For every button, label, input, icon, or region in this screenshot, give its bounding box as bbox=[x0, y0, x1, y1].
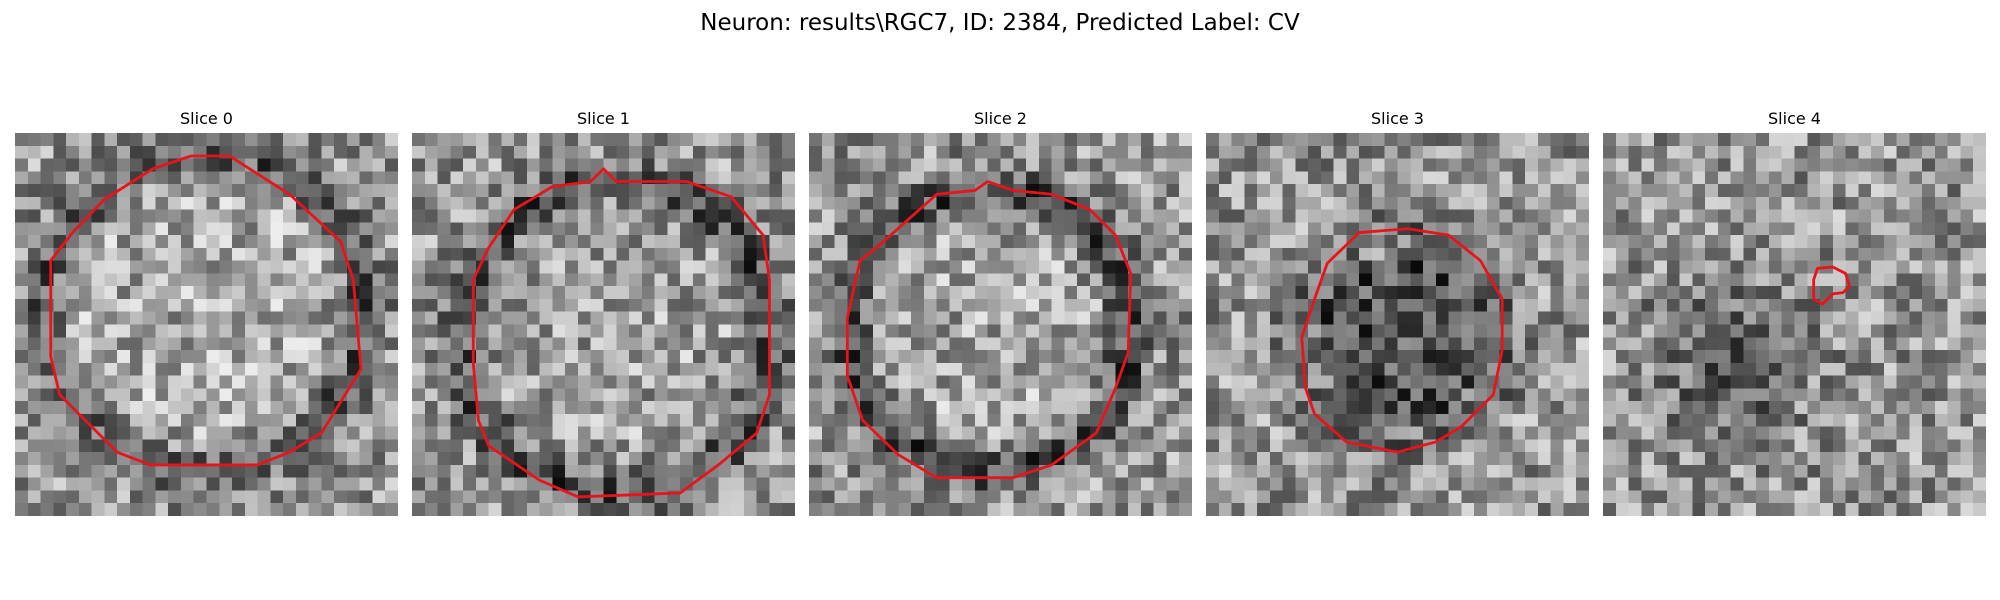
slice-title: Slice 4 bbox=[1603, 108, 1986, 130]
slice-image bbox=[412, 133, 795, 516]
slice-panel-3: Slice 3 bbox=[1206, 108, 1589, 516]
slice-title: Slice 3 bbox=[1206, 108, 1589, 130]
grayscale-pixel-grid bbox=[809, 133, 1192, 516]
slice-image bbox=[15, 133, 398, 516]
slice-title: Slice 0 bbox=[15, 108, 398, 130]
grayscale-pixel-grid bbox=[15, 133, 398, 516]
slice-image bbox=[1603, 133, 1986, 516]
slice-panel-0: Slice 0 bbox=[15, 108, 398, 516]
figure-title: Neuron: results\RGC7, ID: 2384, Predicte… bbox=[0, 6, 2000, 40]
grayscale-pixel-grid bbox=[1206, 133, 1589, 516]
slice-image bbox=[809, 133, 1192, 516]
slice-title: Slice 2 bbox=[809, 108, 1192, 130]
slice-title: Slice 1 bbox=[412, 108, 795, 130]
slice-image bbox=[1206, 133, 1589, 516]
grayscale-pixel-grid bbox=[412, 133, 795, 516]
slice-panel-4: Slice 4 bbox=[1603, 108, 1986, 516]
grayscale-pixel-grid bbox=[1603, 133, 1986, 516]
slice-panel-1: Slice 1 bbox=[412, 108, 795, 516]
slice-panel-2: Slice 2 bbox=[809, 108, 1192, 516]
